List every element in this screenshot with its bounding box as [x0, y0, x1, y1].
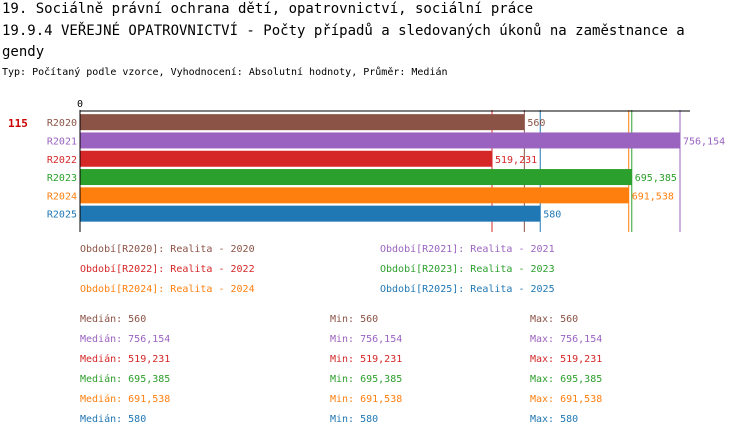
- stat-median: Medián: 695,385: [80, 374, 171, 385]
- stat-max: Max: 695,385: [530, 374, 603, 385]
- chart-title-continuation: gendy: [2, 44, 45, 60]
- legend-item: Období[R2020]: Realita - 2020: [80, 244, 255, 255]
- legend-item: Období[R2021]: Realita - 2021: [380, 244, 555, 255]
- stat-median: Medián: 560: [80, 314, 147, 325]
- bar-r2025: [80, 205, 541, 222]
- stat-max: Max: 560: [530, 314, 579, 325]
- bar-r2022: [80, 150, 493, 167]
- legend-item: Období[R2024]: Realita - 2024: [80, 284, 255, 295]
- legend-item: Období[R2025]: Realita - 2025: [380, 284, 555, 295]
- category-label: R2022: [47, 155, 77, 166]
- stat-min: Min: 756,154: [330, 334, 403, 345]
- stat-median: Medián: 580: [80, 414, 147, 425]
- stat-median: Medián: 756,154: [80, 334, 171, 345]
- stat-max: Max: 756,154: [530, 334, 603, 345]
- category-label: R2021: [47, 136, 77, 147]
- stat-max: Max: 580: [530, 414, 579, 425]
- bar-r2024: [80, 187, 629, 204]
- stat-min: Min: 695,385: [330, 374, 403, 385]
- stat-min: Min: 691,538: [330, 394, 403, 405]
- bar-r2020: [80, 114, 525, 131]
- stat-max: Max: 691,538: [530, 394, 603, 405]
- category-label: R2024: [47, 191, 77, 202]
- data-label: 519,231: [495, 155, 537, 166]
- category-label: R2025: [47, 210, 77, 221]
- stat-median: Medián: 519,231: [80, 354, 171, 365]
- data-label: 580: [543, 210, 561, 221]
- axis-zero-label: 0: [77, 99, 83, 110]
- category-label: R2023: [47, 173, 77, 184]
- category-label: R2020: [47, 118, 77, 129]
- chart-title: 19.9.4 VEŘEJNÉ OPATROVNICTVÍ - Počty pří…: [2, 23, 685, 39]
- stat-min: Min: 560: [330, 314, 379, 325]
- data-label: 695,385: [635, 173, 677, 184]
- row-marker: 115: [8, 117, 28, 130]
- bar-r2021: [80, 132, 680, 149]
- stat-max: Max: 519,231: [530, 354, 603, 365]
- stat-median: Medián: 691,538: [80, 394, 171, 405]
- legend-item: Období[R2023]: Realita - 2023: [380, 264, 555, 275]
- data-label: 756,154: [683, 136, 725, 147]
- chart-section-title: 19. Sociálně právní ochrana dětí, opatro…: [2, 1, 534, 17]
- stat-min: Min: 580: [330, 414, 379, 425]
- stat-min: Min: 519,231: [330, 354, 403, 365]
- chart-subtitle: Typ: Počítaný podle vzorce, Vyhodnocení:…: [2, 67, 448, 78]
- data-label: 560: [527, 118, 545, 129]
- bar-r2023: [80, 169, 632, 186]
- legend-item: Období[R2022]: Realita - 2022: [80, 264, 255, 275]
- data-label: 691,538: [632, 191, 674, 202]
